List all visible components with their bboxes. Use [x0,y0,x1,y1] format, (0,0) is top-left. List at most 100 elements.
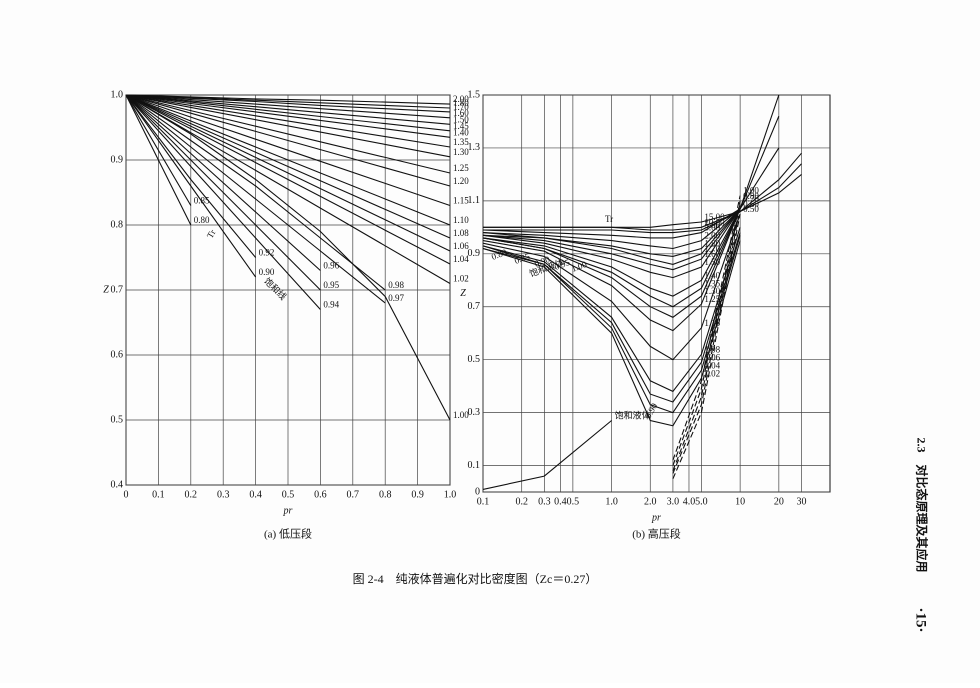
series-line [125,94,451,284]
series-line [125,94,451,148]
series-line [483,152,802,234]
series-line [125,94,192,226]
series-label: 2.00 [453,94,469,104]
series-line [482,147,780,239]
y-tick-label: 1.0 [111,89,124,100]
x-axis-label: pr [283,505,293,516]
series-line [125,94,451,105]
series-label: 1.00 [453,410,469,420]
x-tick-label: 0.4 [554,496,567,507]
y-tick-label: 0.5 [111,414,124,425]
y-axis-label: Z [460,288,466,299]
series-label: 1.15 [704,318,720,328]
series-label: 0.95 [323,280,339,290]
series-label: 1.04 [453,254,469,264]
x-tick-label: 3.0 [667,496,680,507]
series-line [672,208,741,474]
series-label: 1.70 [704,244,720,254]
x-tick-label: 0 [124,489,129,500]
series-line [125,94,451,226]
x-tick-label: 0.9 [411,489,424,500]
series-label: 1.08 [453,228,469,238]
series-label: 1.50 [453,114,469,124]
series-label: 1.35 [453,137,469,147]
y-tick-label: 0 [475,486,480,497]
series-line [125,94,451,119]
series-label: 0.96 [323,261,339,271]
y-tick-label: 1.5 [468,89,481,100]
series-label: 1.00 [743,186,759,196]
series-label: 0.80 [743,191,759,201]
series-label: 1.60 [453,108,469,118]
figure-caption: 图 2-4 纯液体普遍化对比密度图（Zc＝0.27） [353,571,598,586]
series-line [125,94,451,158]
series-line [672,195,741,461]
series-line [672,213,741,480]
series-line [125,94,386,291]
x-tick-label: 10 [735,496,745,507]
series-label: 1.20 [453,176,469,186]
series-label: 0.98 [388,280,404,290]
series-label: 1.80 [453,98,469,108]
y-tick-label: 1.1 [468,195,481,206]
series-line [482,420,612,490]
y-tick-label: 0.1 [468,460,481,471]
running-header: 2.3 对比态原理及其应用 [914,437,929,572]
series-line [125,94,386,304]
series-line [125,94,257,258]
series-label: 10.00 [704,217,725,227]
x-tick-label: 0.2 [515,496,528,507]
series-label: 1.10 [453,215,469,225]
page-number: ·15· [913,607,929,632]
x-tick-label: 0.3 [538,496,551,507]
series-label: 0.92 [259,248,275,258]
x-tick-label: 2.0 [644,496,657,507]
series-line [125,94,257,278]
series-line [125,94,451,113]
series-label: 1.40 [453,127,469,137]
series-line [482,213,741,361]
y-tick-label: 0.9 [468,248,481,259]
series-line [125,94,451,174]
series-label: 饱和液体 [615,410,651,421]
x-tick-label: 4.0 [683,496,696,507]
x-tick-label: 0.1 [152,489,165,500]
series-line [482,208,741,332]
series-label: 15.00 [704,212,725,222]
series-line [125,94,321,310]
x-tick-label: 5.0 [695,496,708,507]
series-line [125,94,321,271]
chart-subtitle: (b) 高压段 [632,527,681,541]
y-tick-label: 0.6 [111,349,124,360]
y-tick-label: 0.3 [468,407,481,418]
series-label: 0.60 [743,199,759,209]
x-tick-label: 0.2 [185,489,198,500]
series-line [125,94,451,125]
series-line [125,94,321,291]
series-label: 1.50 [704,257,720,267]
series-label: 1.45 [453,121,469,131]
series-line [125,94,451,239]
series-line [482,208,741,279]
series-line [482,227,741,393]
annotation: Tr [605,214,613,224]
series-label: 1.80 [704,239,720,249]
x-tick-label: 0.3 [217,489,230,500]
series-label: 1.02 [453,274,469,284]
y-tick-label: 0.4 [111,479,124,490]
y-tick-label: 1.3 [468,142,481,153]
series-label: 1.70 [453,102,469,112]
y-tick-label: 0.8 [111,219,124,230]
x-tick-label: 0.6 [314,489,327,500]
series-label: 0.90 [259,267,275,277]
y-tick-label: 0.5 [468,354,481,365]
series-label: 1.30 [453,147,469,157]
series-label: 1.60 [704,249,720,259]
series-line [482,208,741,318]
x-tick-label: 0.5 [567,496,580,507]
x-tick-label: 0.5 [282,489,295,500]
series-label: 1.06 [453,241,469,251]
series-label: 1.35 [704,278,720,288]
series-line [125,94,451,252]
